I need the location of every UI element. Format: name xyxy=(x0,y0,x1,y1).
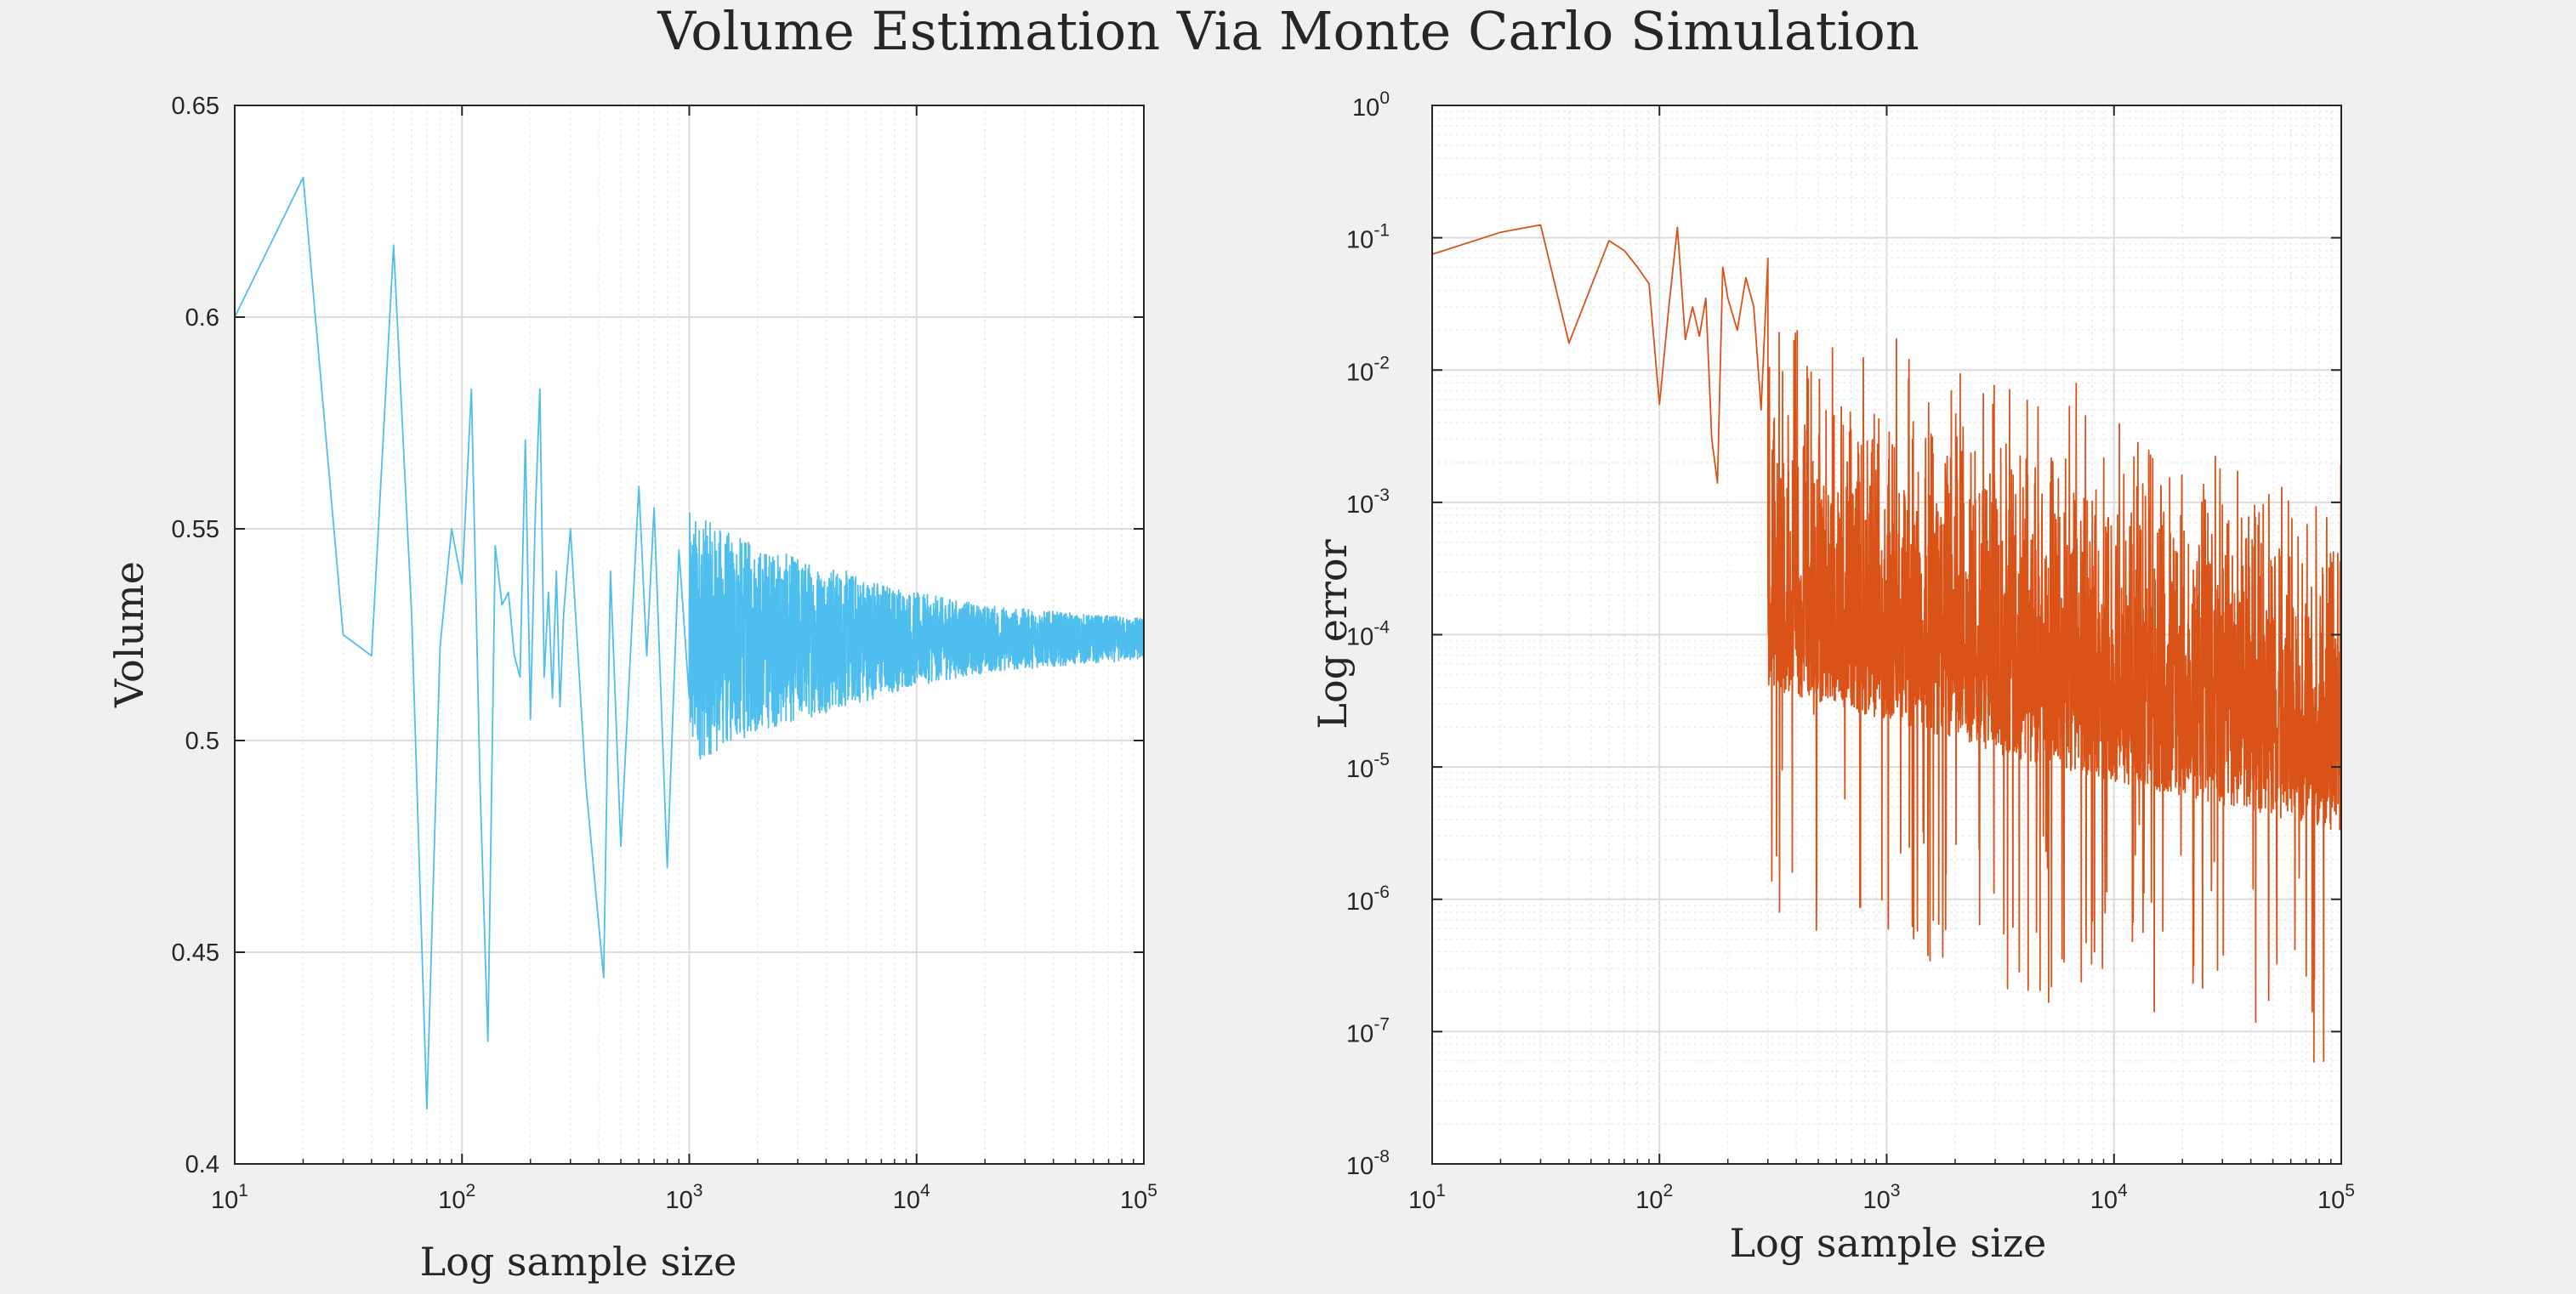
log-error-y-axis-label: Log error xyxy=(1310,539,1356,729)
y-tick-label: 0.55 xyxy=(172,516,219,543)
x-tick-label: 104 xyxy=(2090,1181,2128,1214)
log-error-axes[interactable]: 101 102 103 104 10510-810-710-610-510-410-31… xyxy=(1310,88,2355,1266)
log-error-series xyxy=(1431,224,2342,1063)
y-tick-label: 0.4 xyxy=(185,1151,219,1178)
y-tick-label: 10-8 xyxy=(1346,1147,1390,1180)
y-tick-label: 10-6 xyxy=(1346,883,1390,916)
series-line xyxy=(234,176,1145,1110)
y-tick-label: 0.45 xyxy=(172,939,219,967)
volume-x-axis-label: Log sample size xyxy=(420,1239,737,1285)
log-error-ticks: 101 102 103 104 10510-810-710-610-510-410-31… xyxy=(1346,88,2355,1214)
y-tick-label: 0.6 xyxy=(185,304,219,332)
volume-series xyxy=(234,176,1145,1110)
volume-y-axis-label: Volume xyxy=(106,561,152,708)
y-tick-label: 0.5 xyxy=(185,728,219,755)
y-tick-label: 10-4 xyxy=(1346,618,1390,651)
log-error-x-axis-label: Log sample size xyxy=(1730,1220,2047,1266)
series-line xyxy=(1431,224,2342,1063)
y-tick-label: 0.65 xyxy=(172,93,219,120)
figure-title: Volume Estimation Via Monte Carlo Simula… xyxy=(657,0,1919,62)
log-error-grid xyxy=(1431,105,2341,1165)
